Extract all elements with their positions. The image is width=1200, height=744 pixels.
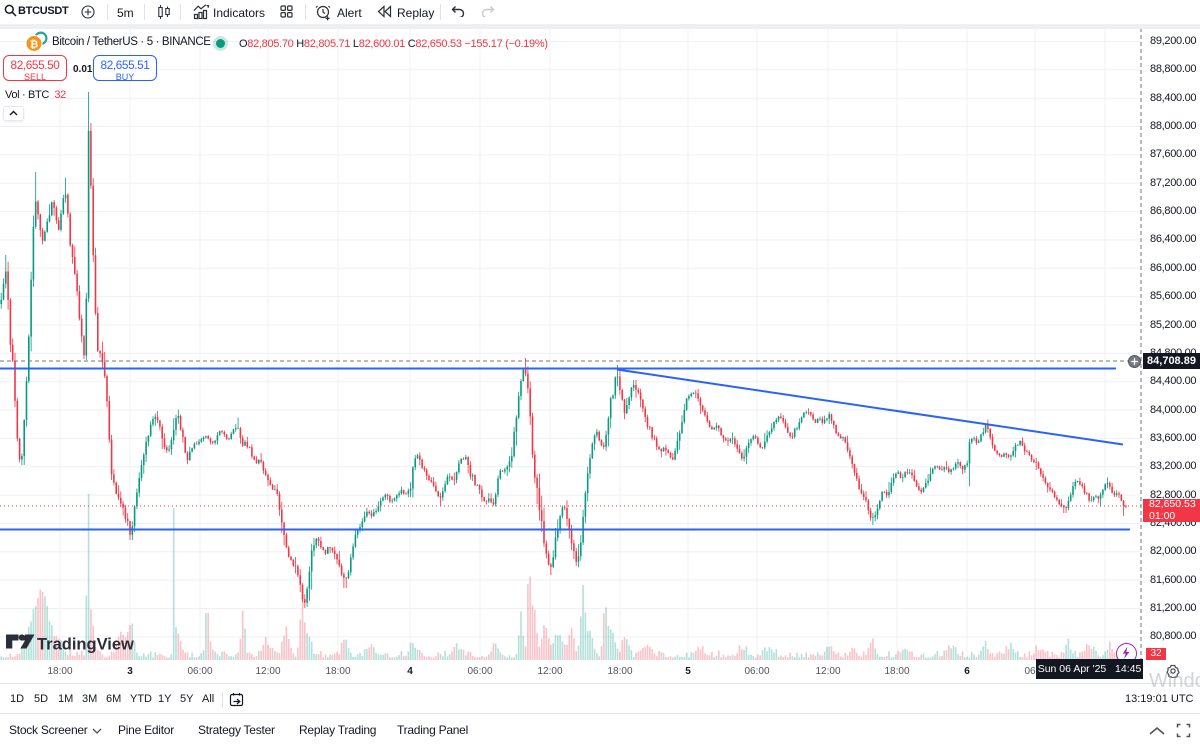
svg-text:₿: ₿ (30, 39, 39, 51)
svg-text:TradingView: TradingView (37, 636, 134, 654)
